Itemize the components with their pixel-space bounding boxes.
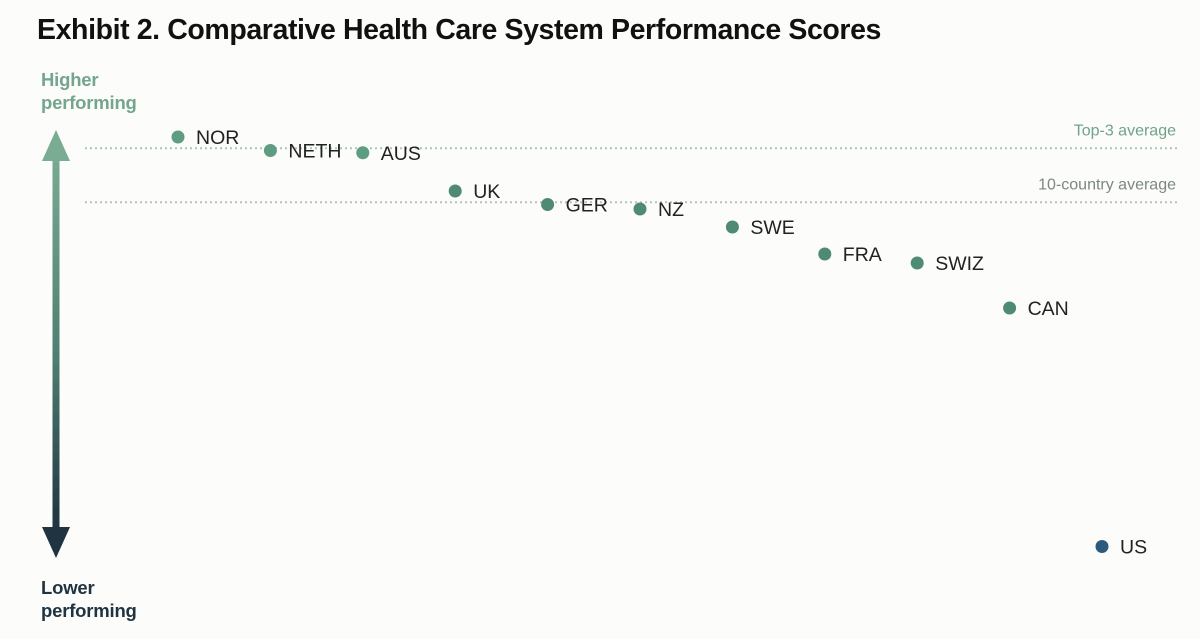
point-marker	[541, 198, 555, 211]
point-marker	[1003, 301, 1017, 315]
point-marker	[633, 202, 647, 216]
arrow-head-up	[42, 130, 70, 161]
higher-label-line2: performing	[41, 92, 137, 113]
data-point-aus: AUS	[356, 143, 421, 165]
arrow-shaft	[52, 152, 60, 530]
point-label: SWE	[750, 217, 794, 239]
reference-label-top3: Top-3 average	[1074, 122, 1176, 139]
point-marker	[263, 144, 277, 157]
data-points: NOR NETH AUS UK GER NZ SWE FRA SWIZ CAN US	[171, 127, 1147, 559]
data-point-us: US	[1095, 537, 1147, 559]
point-label: UK	[473, 181, 500, 203]
point-marker	[171, 130, 185, 144]
arrow-head-down	[42, 527, 70, 558]
point-marker	[1095, 540, 1109, 553]
data-point-swe: SWE	[725, 217, 795, 239]
point-label: FRA	[843, 244, 882, 266]
performance-arrow	[42, 130, 70, 558]
data-point-uk: UK	[448, 181, 500, 203]
lower-label-line1: Lower	[41, 577, 95, 598]
point-label: AUS	[381, 143, 421, 165]
point-marker	[910, 256, 924, 270]
data-point-swiz: SWIZ	[910, 253, 984, 275]
point-marker	[818, 247, 832, 261]
data-point-neth: NETH	[263, 141, 341, 163]
data-point-nor: NOR	[171, 127, 239, 149]
lower-performing-label: Lower performing	[41, 576, 137, 622]
point-label: GER	[566, 195, 608, 217]
data-point-fra: FRA	[818, 244, 882, 266]
point-label: US	[1120, 537, 1147, 559]
data-point-nz: NZ	[633, 199, 684, 221]
point-label: NZ	[658, 199, 684, 221]
point-marker	[356, 146, 370, 160]
point-label: CAN	[1028, 298, 1069, 320]
reference-label-average: 10-country average	[1038, 176, 1176, 193]
data-point-ger: GER	[541, 195, 608, 217]
chart-title: Exhibit 2. Comparative Health Care Syste…	[37, 14, 882, 46]
point-marker	[725, 220, 739, 234]
point-label: NOR	[196, 127, 239, 149]
lower-label-line2: performing	[41, 600, 137, 621]
point-marker	[448, 184, 462, 198]
reference-lines: Top-3 average 10-country average	[85, 122, 1178, 204]
higher-performing-label: Higher performing	[41, 68, 137, 114]
point-label: NETH	[288, 141, 341, 163]
point-label: SWIZ	[935, 253, 984, 275]
data-point-can: CAN	[1003, 298, 1069, 320]
higher-label-line1: Higher	[41, 69, 99, 90]
